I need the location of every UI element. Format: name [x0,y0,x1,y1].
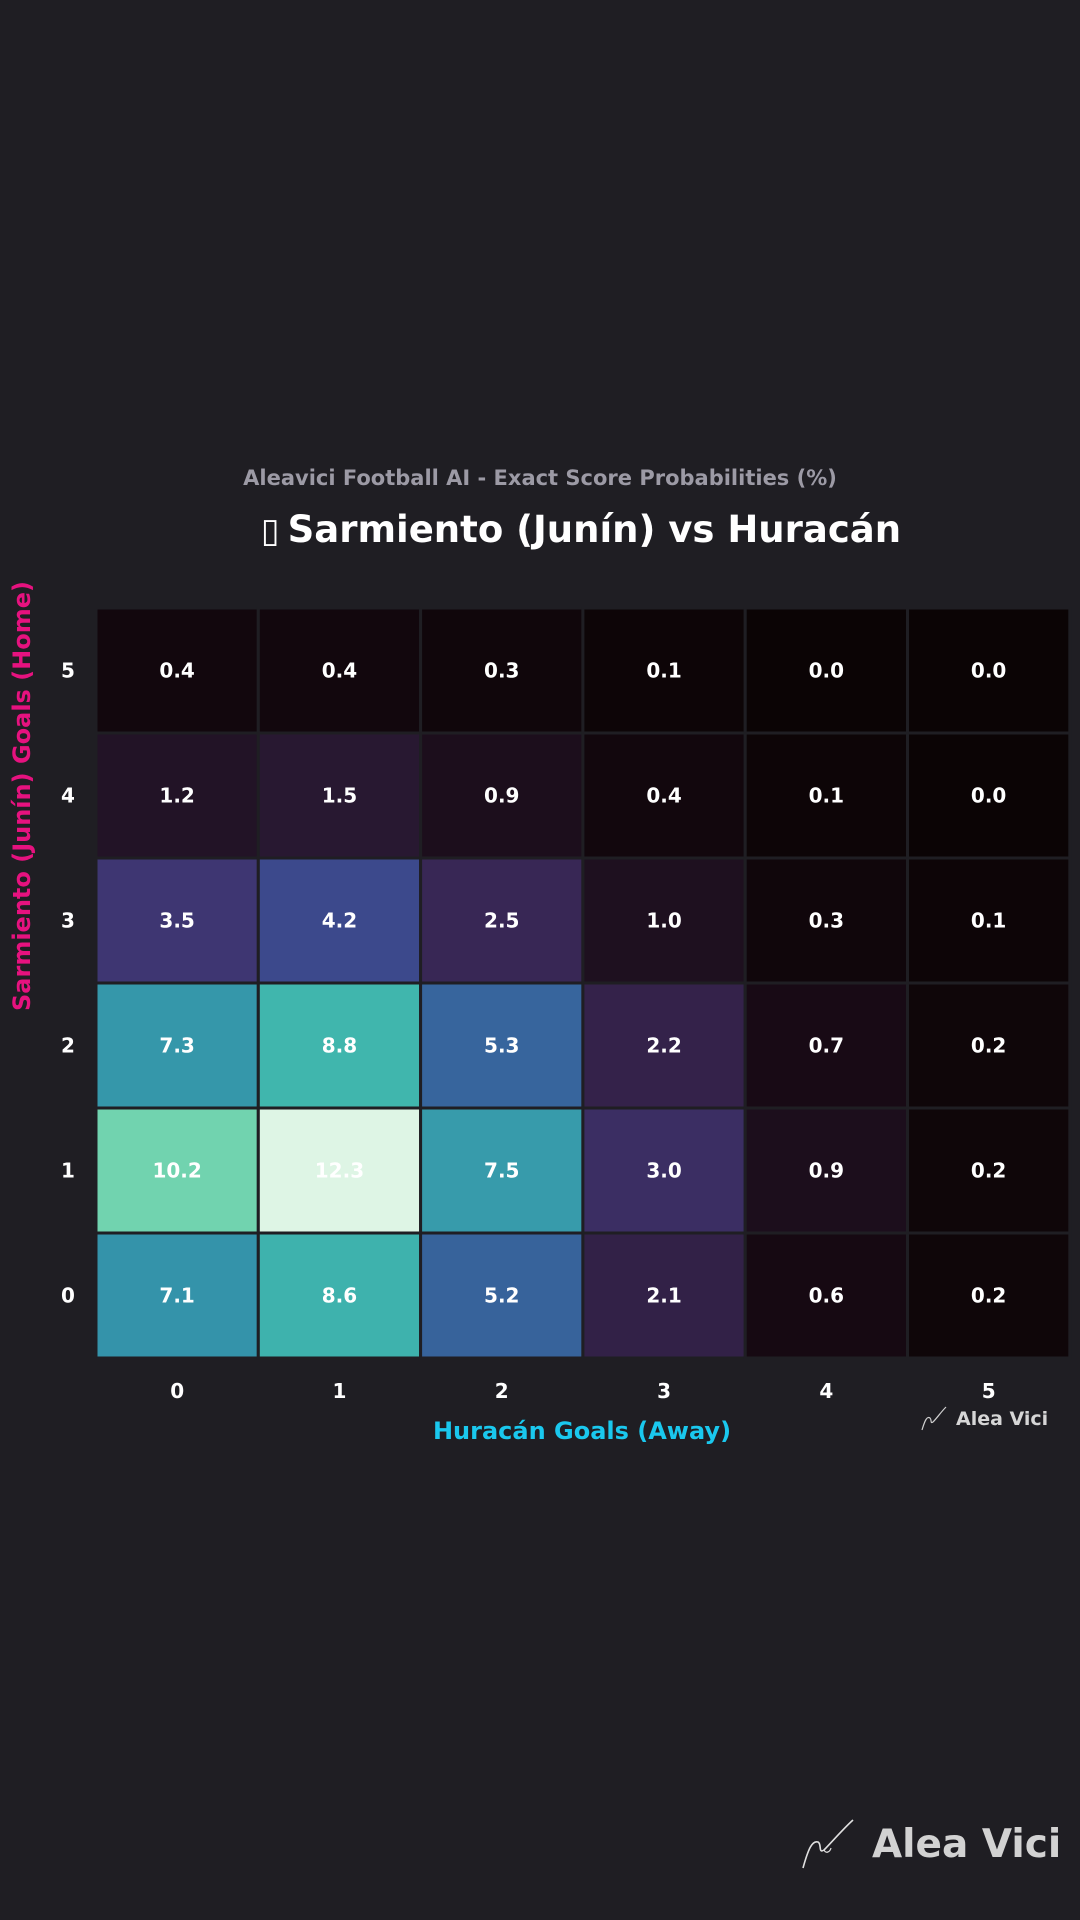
cell-value-label: 8.8 [322,1034,357,1058]
cell-value-label: 0.6 [809,1284,844,1308]
cell-value-label: 0.4 [322,659,357,683]
x-tick-label: 2 [495,1379,509,1403]
x-axis-label: Huracán Goals (Away) [432,1417,732,1445]
cell-value-label: 2.2 [646,1034,681,1058]
cell-value-label: 0.0 [809,659,844,683]
cell-value-label: 10.2 [152,1159,201,1183]
x-tick-label: 5 [982,1379,996,1403]
heatmap-cell [906,731,1072,860]
watermark-small: Alea Vici [920,1406,1048,1432]
heatmap-cell [419,1106,585,1235]
heatmap-cell [743,981,910,1110]
cell-value-label: 0.1 [809,784,844,808]
heatmap-cell [256,1231,423,1360]
cell-value-label: 0.1 [646,659,681,683]
cell-value-label: 5.3 [484,1034,519,1058]
y-tick-label: 4 [61,784,75,808]
heatmap-cell [419,606,585,735]
heatmap-cell [419,981,585,1110]
y-tick-label: 3 [61,909,75,933]
heatmap-cell [581,1106,747,1235]
signature-logo-large-icon [802,1819,854,1869]
cell-value-label: 0.2 [971,1284,1006,1308]
cell-value-label: 0.1 [971,909,1006,933]
y-tick-label: 2 [61,1034,75,1058]
cell-value-label: 7.3 [159,1034,194,1058]
heatmap-cell [419,1231,585,1360]
cell-value-label: 1.2 [159,784,194,808]
heatmap-cell [743,856,910,985]
watermark-large: Alea Vici [800,1818,1061,1870]
heatmap-cell [906,856,1072,985]
cell-value-label: 12.3 [315,1159,364,1183]
cell-value-label: 0.7 [809,1034,844,1058]
y-tick-label: 0 [61,1284,75,1308]
heatmap-cell [256,606,423,735]
cell-value-label: 3.0 [646,1159,681,1183]
heatmap-cell [256,731,423,860]
cell-value-label: 0.4 [159,659,194,683]
x-tick-label: 0 [170,1379,184,1403]
cell-value-label: 5.2 [484,1284,519,1308]
cell-value-label: 0.3 [809,909,844,933]
cell-value-label: 2.1 [646,1284,681,1308]
cell-value-label: 0.3 [484,659,519,683]
heatmap-cell [94,981,260,1110]
heatmap-cell [743,606,910,735]
watermark-large-text: Alea Vici [872,1821,1062,1867]
heatmap-cell [581,731,747,860]
chart-title-text: Sarmiento (Junín) vs Huracán [287,508,902,551]
x-tick-label: 3 [657,1379,671,1403]
heatmap-cell [906,981,1072,1110]
signature-logo-icon [921,1406,947,1431]
cell-value-label: 3.5 [159,909,194,933]
cell-value-label: 0.9 [809,1159,844,1183]
watermark-small-text: Alea Vici [956,1408,1049,1430]
x-tick-label: 1 [332,1379,346,1403]
missing-glyph-icon: ▯ [260,511,280,551]
cell-value-label: 0.9 [484,784,519,808]
cell-value-label: 8.6 [322,1284,357,1308]
heatmap-cell [94,1106,260,1235]
cell-value-label: 0.2 [971,1159,1006,1183]
cell-value-label: 4.2 [322,909,357,933]
heatmap-cell [906,1231,1072,1360]
heatmap-cell [743,731,910,860]
y-tick-label: 5 [61,659,75,683]
cell-value-label: 7.1 [159,1284,194,1308]
heatmap-cell [581,1231,747,1360]
chart-subtitle: Aleavici Football AI - Exact Score Proba… [243,466,837,490]
y-tick-label: 1 [61,1159,75,1183]
cell-value-label: 0.2 [971,1034,1006,1058]
cell-value-label: 2.5 [484,909,519,933]
heatmap-cell [94,1231,260,1360]
chart-title: ▯ Sarmiento (Junín) vs Huracán [0,508,1080,551]
cell-value-label: 1.0 [646,909,681,933]
cell-value-label: 0.4 [646,784,681,808]
x-tick-label: 4 [819,1379,833,1403]
cell-value-label: 0.0 [971,784,1006,808]
cell-value-label: 1.5 [322,784,357,808]
cell-value-label: 0.0 [971,659,1006,683]
cell-value-label: 7.5 [484,1159,519,1183]
